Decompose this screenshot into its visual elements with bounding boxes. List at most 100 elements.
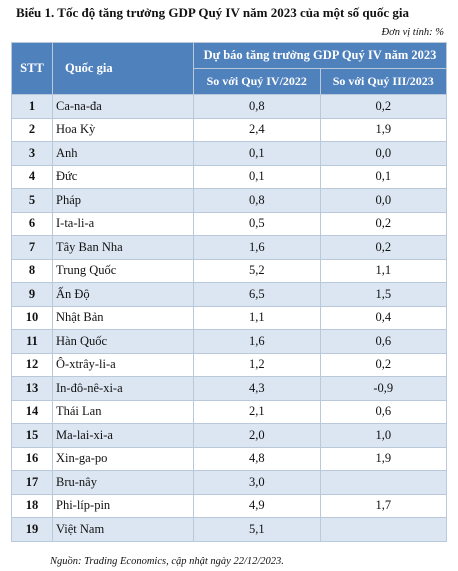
table-row: 17 Bru-nây 3,0 [11,470,447,495]
row-yoy-value: 0,5 [193,211,321,236]
table-body: 1 Ca-na-đa 0,8 0,2 2 Hoa Kỳ 2,4 1,9 3 Anh 0,1 0,0 4 Đ… [11,94,447,542]
row-yoy-value: 6,5 [193,282,321,307]
table-row: 11 Hàn Quốc 1,6 0,6 [11,329,447,354]
table-row: 14 Thái Lan 2,1 0,6 [11,399,447,424]
row-qoq-value: 1,7 [319,493,447,518]
row-yoy-value: 2,1 [193,399,321,424]
row-yoy-value: 3,0 [193,470,321,495]
row-yoy-value: 5,2 [193,258,321,283]
row-stt-cell: 16 [11,446,53,471]
row-qoq-value: 0,4 [319,305,447,330]
row-yoy-value: 4,3 [193,376,321,401]
row-yoy-value: 2,0 [193,423,321,448]
row-qoq-value: 0,6 [319,399,447,424]
row-qoq-value: 0,0 [319,141,447,166]
header-row-top: STT Quốc gia Dự báo tăng trưởng GDP Quý … [11,42,447,95]
row-qoq-value: 1,9 [319,117,447,142]
row-qoq-value [319,470,447,495]
table-row: 5 Pháp 0,8 0,0 [11,188,447,213]
row-country-cell: Bru-nây [52,470,194,495]
table-row: 7 Tây Ban Nha 1,6 0,2 [11,235,447,260]
row-qoq-value: 1,1 [319,258,447,283]
row-country-cell: Phi-líp-pin [52,493,194,518]
row-yoy-value: 0,8 [193,188,321,213]
row-yoy-value: 0,8 [193,94,321,119]
table-row: 1 Ca-na-đa 0,8 0,2 [11,94,447,119]
row-yoy-value: 4,9 [193,493,321,518]
table-row: 13 In-đô-nê-xi-a 4,3 -0,9 [11,376,447,401]
row-country-cell: Ca-na-đa [52,94,194,119]
row-qoq-value [319,517,447,542]
row-stt-cell: 2 [11,117,53,142]
row-country-cell: Ấn Độ [52,282,194,307]
row-stt-cell: 14 [11,399,53,424]
row-stt-cell: 17 [11,470,53,495]
row-country-cell: Đức [52,164,194,189]
row-country-cell: Nhật Bản [52,305,194,330]
table-header: STT Quốc gia Dự báo tăng trưởng GDP Quý … [11,42,447,95]
row-country-cell: Việt Nam [52,517,194,542]
row-stt-cell: 13 [11,376,53,401]
row-stt-cell: 8 [11,258,53,283]
table-row: 8 Trung Quốc 5,2 1,1 [11,258,447,283]
table-row: 19 Việt Nam 5,1 [11,517,447,542]
table-row: 3 Anh 0,1 0,0 [11,141,447,166]
row-country-cell: I-ta-li-a [52,211,194,236]
header-row-sub: So với Quý IV/2022 So với Quý III/2023 [12,68,447,95]
row-stt-cell: 10 [11,305,53,330]
row-qoq-value: 1,5 [319,282,447,307]
row-stt-cell: 12 [11,352,53,377]
row-yoy-value: 5,1 [193,517,321,542]
row-stt-cell: 11 [11,329,53,354]
row-country-cell: Tây Ban Nha [52,235,194,260]
row-stt-cell: 18 [11,493,53,518]
row-yoy-value: 1,2 [193,352,321,377]
row-country-cell: Ma-lai-xi-a [52,423,194,448]
row-country-cell: Hàn Quốc [52,329,194,354]
table-row: 2 Hoa Kỳ 2,4 1,9 [11,117,447,142]
row-qoq-value: 0,0 [319,188,447,213]
table-row: 9 Ấn Độ 6,5 1,5 [11,282,447,307]
row-yoy-value: 1,6 [193,329,321,354]
table-row: 16 Xin-ga-po 4,8 1,9 [11,446,447,471]
row-qoq-value: 1,9 [319,446,447,471]
header-country: Quốc gia [52,42,194,95]
table-row: 18 Phi-líp-pin 4,9 1,7 [11,493,447,518]
row-stt-cell: 7 [11,235,53,260]
header-stt: STT [11,42,53,95]
row-qoq-value: 0,2 [319,235,447,260]
table-row: 15 Ma-lai-xi-a 2,0 1,0 [11,423,447,448]
row-country-cell: Anh [52,141,194,166]
row-country-cell: Trung Quốc [52,258,194,283]
row-qoq-value: 0,2 [319,211,447,236]
row-yoy-value: 0,1 [193,164,321,189]
source-note: Nguồn: Trading Economics, cập nhật ngày … [50,556,284,567]
row-country-cell: Hoa Kỳ [52,117,194,142]
header-col-qoq: So với Quý III/2023 [319,68,447,95]
row-country-cell: Ô-xtrây-li-a [52,352,194,377]
row-country-cell: Thái Lan [52,399,194,424]
row-yoy-value: 2,4 [193,117,321,142]
row-stt-cell: 3 [11,141,53,166]
row-qoq-value: 0,2 [319,94,447,119]
row-yoy-value: 4,8 [193,446,321,471]
row-stt-cell: 15 [11,423,53,448]
table-title: Biểu 1. Tốc độ tăng trưởng GDP Quý IV nă… [16,5,410,20]
table-row: 4 Đức 0,1 0,1 [11,164,447,189]
row-stt-cell: 19 [11,517,53,542]
row-qoq-value: 0,1 [319,164,447,189]
row-stt-cell: 1 [11,94,53,119]
row-stt-cell: 4 [11,164,53,189]
unit-note: Đơn vị tính: % [381,27,444,38]
row-country-cell: Pháp [52,188,194,213]
row-qoq-value: 1,0 [319,423,447,448]
table-row: 6 I-ta-li-a 0,5 0,2 [11,211,447,236]
header-group: Dự báo tăng trưởng GDP Quý IV năm 2023 [193,42,447,69]
header-col-yoy: So với Quý IV/2022 [193,68,321,95]
table-row: 10 Nhật Bản 1,1 0,4 [11,305,447,330]
row-yoy-value: 1,1 [193,305,321,330]
row-stt-cell: 6 [11,211,53,236]
row-yoy-value: 0,1 [193,141,321,166]
row-qoq-value: 0,6 [319,329,447,354]
